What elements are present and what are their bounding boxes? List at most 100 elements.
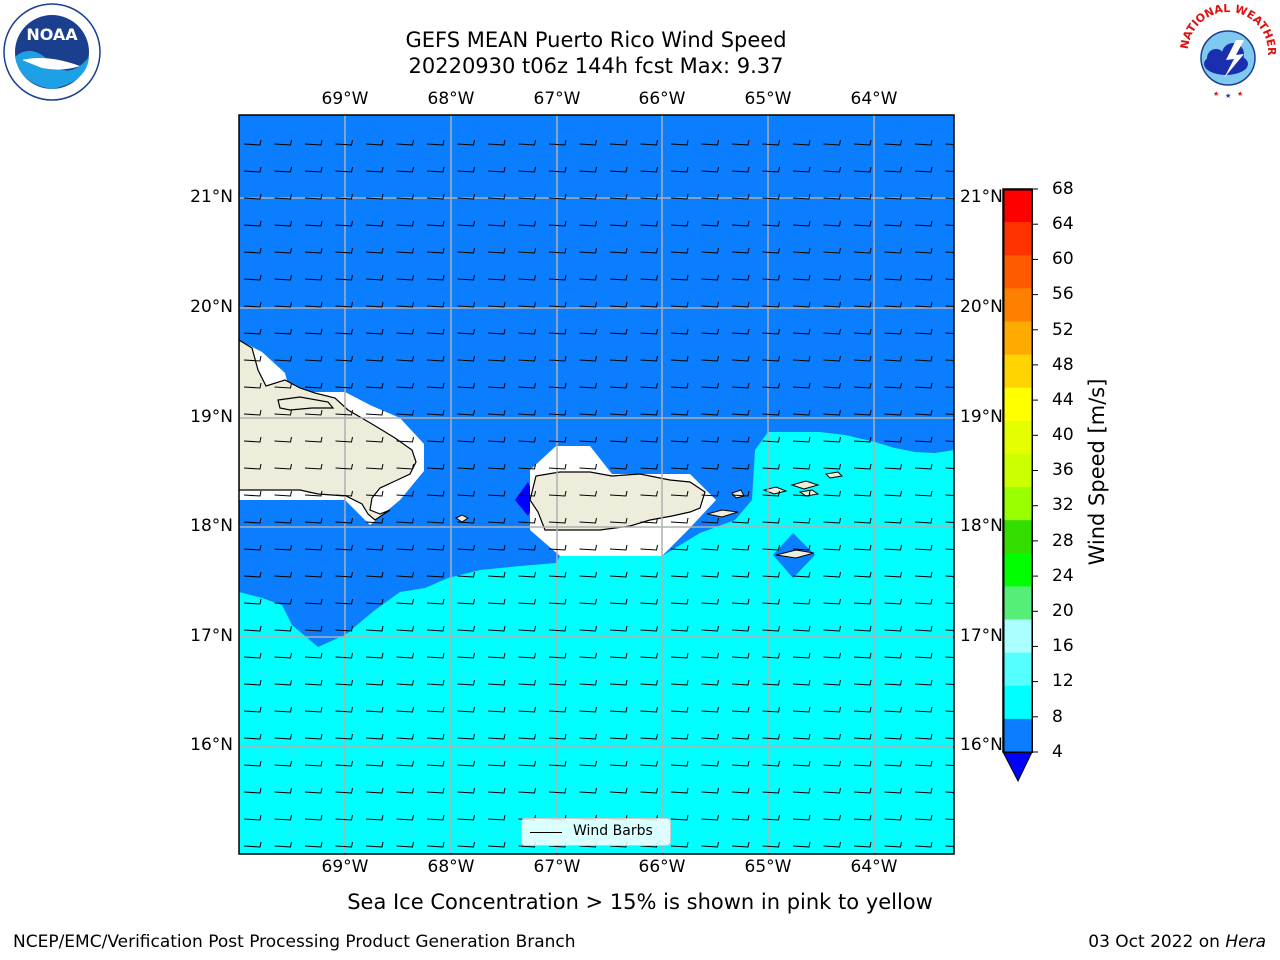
wind-barb xyxy=(396,598,414,605)
lat-label-right: 20°N xyxy=(960,297,1003,317)
wind-barb xyxy=(823,355,841,362)
wind-barb xyxy=(518,139,536,146)
wind-barb xyxy=(518,706,536,713)
colorbar-segment xyxy=(1003,553,1033,588)
wind-barb xyxy=(365,679,384,686)
wind-barb xyxy=(731,814,750,821)
colorbar-tick-label: 16 xyxy=(1052,636,1074,656)
wind-barb xyxy=(335,193,353,200)
wind-barb xyxy=(335,625,353,632)
wind-barb xyxy=(274,193,292,200)
wind-barb xyxy=(823,841,841,848)
wind-barb xyxy=(579,247,597,254)
wind-barb xyxy=(945,737,954,740)
wind-barb xyxy=(701,544,719,551)
wind-barb xyxy=(701,625,719,632)
wind-barb xyxy=(731,382,750,389)
wind-barb xyxy=(701,247,719,254)
wind-barb xyxy=(701,571,719,578)
wind-barb xyxy=(243,679,262,686)
wind-barb xyxy=(914,166,933,173)
wind-barb xyxy=(914,490,933,497)
wind-barb xyxy=(945,791,954,794)
wind-barb xyxy=(701,328,719,335)
wind-barb xyxy=(243,706,262,713)
wind-barb xyxy=(457,814,475,821)
wind-barb xyxy=(274,274,292,281)
lon-label-top: 67°W xyxy=(533,89,581,109)
wind-barb xyxy=(914,355,933,362)
lat-label-right: 19°N xyxy=(960,407,1003,427)
wind-barb xyxy=(274,571,292,578)
wind-barb xyxy=(792,679,811,686)
wind-barb xyxy=(670,409,689,416)
wind-barb xyxy=(670,355,689,362)
wind-barb xyxy=(884,301,902,308)
wind-barb xyxy=(914,841,933,848)
wind-barb xyxy=(304,355,323,362)
wind-barb xyxy=(670,679,689,686)
wind-barb xyxy=(853,841,872,848)
wind-barb xyxy=(365,544,384,551)
wind-barb xyxy=(487,544,506,551)
wind-barb xyxy=(243,571,262,578)
wind-barb xyxy=(701,841,719,848)
wind-barb xyxy=(762,490,780,497)
wind-barb xyxy=(731,301,750,308)
wind-barb xyxy=(884,733,902,740)
wind-barb xyxy=(884,220,902,227)
wind-barb xyxy=(274,517,292,524)
wind-barb xyxy=(731,328,750,335)
wind-barb xyxy=(518,733,536,740)
wind-barb xyxy=(335,760,353,767)
colorbar-tick-label: 4 xyxy=(1052,742,1063,762)
wind-barb xyxy=(365,355,384,362)
wind-barb xyxy=(579,193,597,200)
wind-barb xyxy=(579,517,597,524)
wind-barb xyxy=(731,463,750,470)
wind-barb xyxy=(884,409,902,416)
lat-label-right: 17°N xyxy=(960,626,1003,646)
wind-barb xyxy=(884,274,902,281)
wind-barb xyxy=(762,706,780,713)
lon-label-bottom: 68°W xyxy=(427,857,475,877)
colorbar-tick-label: 24 xyxy=(1052,566,1074,586)
wind-barb xyxy=(365,382,384,389)
wind-barb xyxy=(304,274,323,281)
wind-barb xyxy=(335,517,353,524)
wind-barb xyxy=(823,193,841,200)
wind-barb xyxy=(304,571,323,578)
wind-barb xyxy=(335,544,353,551)
wind-barb xyxy=(457,193,475,200)
wind-barb xyxy=(670,517,689,524)
wind-barb xyxy=(548,193,567,200)
wind-barb xyxy=(731,517,750,524)
wind-barb xyxy=(670,490,689,497)
wind-barb xyxy=(335,436,353,443)
wind-barb xyxy=(304,301,323,308)
wind-barb xyxy=(701,193,719,200)
lon-label-top: 64°W xyxy=(850,89,898,109)
wind-barb xyxy=(335,220,353,227)
wind-barb xyxy=(792,355,811,362)
wind-barb xyxy=(579,301,597,308)
wind-barb xyxy=(945,683,954,686)
wind-barb xyxy=(731,436,750,443)
wind-barb xyxy=(365,490,384,497)
wind-barb xyxy=(487,814,506,821)
wind-barb xyxy=(548,301,567,308)
lon-label-bottom: 65°W xyxy=(744,857,792,877)
wind-barb xyxy=(548,706,567,713)
wind-barb xyxy=(335,301,353,308)
wind-barb xyxy=(335,463,353,470)
wind-barb xyxy=(914,139,933,146)
wind-barb xyxy=(579,436,597,443)
svg-text:★: ★ xyxy=(1237,90,1243,98)
wind-barb xyxy=(823,247,841,254)
wind-barb xyxy=(731,571,750,578)
colorbar-tick-label: 28 xyxy=(1052,531,1074,551)
wind-barb xyxy=(853,247,872,254)
sea-ice-note: Sea Ice Concentration > 15% is shown in … xyxy=(347,890,933,914)
wind-barb xyxy=(426,733,445,740)
wind-barb xyxy=(701,382,719,389)
